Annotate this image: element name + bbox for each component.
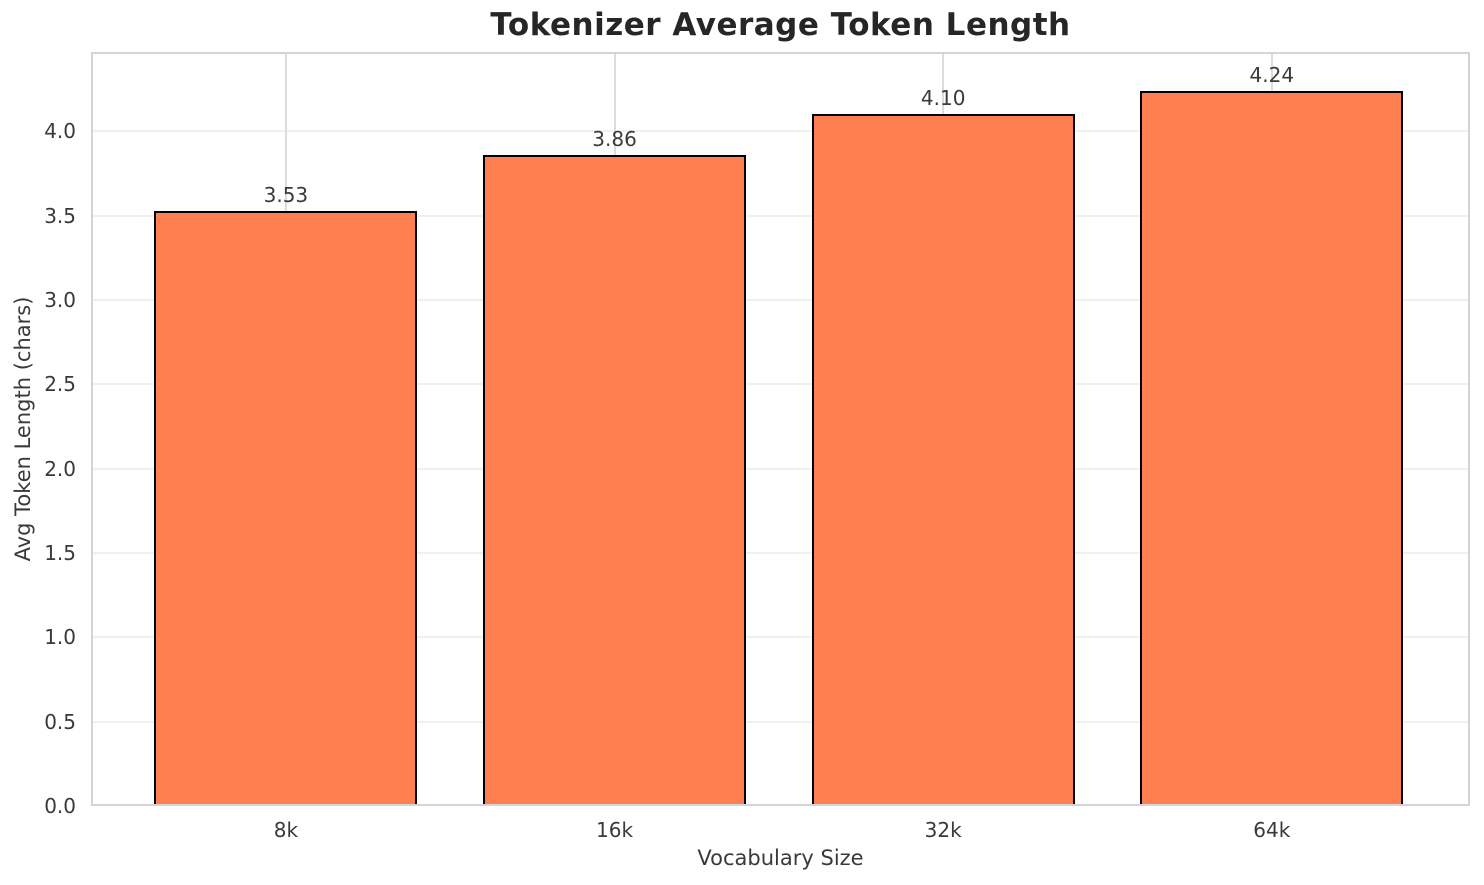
bar-value-label: 4.24 (1249, 62, 1295, 87)
x-tick-label: 8k (273, 818, 299, 842)
y-tick-label: 4.0 (44, 119, 76, 144)
horizontal-gridline (91, 467, 1470, 470)
y-tick-label: 3.5 (44, 203, 76, 228)
bar-value-label: 4.10 (920, 86, 966, 111)
y-tick-label: 1.0 (44, 625, 76, 650)
horizontal-gridline (91, 214, 1470, 217)
y-tick-label: 2.5 (44, 372, 76, 397)
horizontal-gridline (91, 551, 1470, 554)
y-tick-label: 3.0 (44, 287, 76, 312)
chart-title: Tokenizer Average Token Length (490, 7, 1071, 43)
x-tick-label: 64k (1253, 818, 1291, 842)
bar-value-label: 3.53 (263, 182, 309, 207)
bar (1140, 90, 1404, 806)
bar-value-label: 3.86 (592, 126, 637, 151)
x-axis-label: Vocabulary Size (697, 846, 864, 870)
x-tick-label: 16k (596, 818, 634, 842)
horizontal-gridline (91, 636, 1470, 639)
bar (811, 114, 1075, 806)
y-tick-label: 0.0 (44, 794, 76, 818)
horizontal-gridline (91, 130, 1470, 133)
bar (154, 210, 418, 806)
y-tick-label: 0.5 (44, 709, 76, 734)
x-tick-label: 32k (924, 818, 962, 842)
y-tick-label: 1.5 (44, 540, 76, 565)
y-tick-label: 2.0 (44, 456, 76, 481)
y-axis-label: Avg Token Length (chars) (11, 296, 35, 562)
plot-area: 3.53 3.86 4.10 4.24 (91, 52, 1470, 806)
horizontal-gridline (91, 383, 1470, 386)
horizontal-gridline (91, 720, 1470, 723)
horizontal-gridline (91, 298, 1470, 301)
bar (483, 154, 746, 806)
